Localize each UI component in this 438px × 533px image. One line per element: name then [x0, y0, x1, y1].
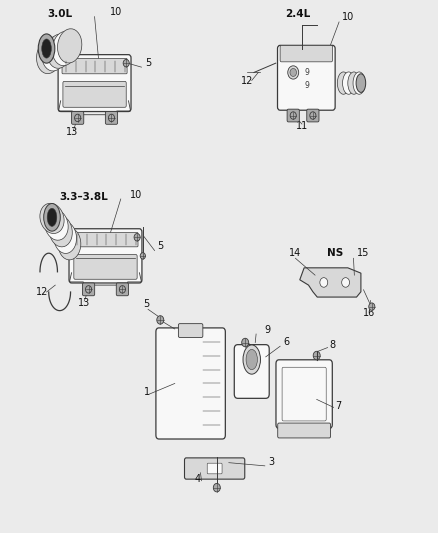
Text: NS: NS — [327, 248, 343, 258]
Ellipse shape — [242, 338, 249, 347]
Text: 9: 9 — [304, 82, 309, 91]
FancyBboxPatch shape — [71, 111, 84, 124]
Ellipse shape — [290, 112, 296, 119]
Text: 8: 8 — [330, 340, 336, 350]
Ellipse shape — [44, 204, 60, 231]
Ellipse shape — [243, 345, 261, 374]
Ellipse shape — [58, 228, 81, 260]
Text: 12: 12 — [36, 287, 48, 297]
Text: 7: 7 — [336, 401, 342, 411]
FancyBboxPatch shape — [116, 283, 128, 296]
FancyBboxPatch shape — [207, 463, 222, 474]
Ellipse shape — [246, 350, 258, 369]
Polygon shape — [300, 268, 361, 297]
FancyBboxPatch shape — [278, 423, 331, 438]
Ellipse shape — [343, 72, 355, 94]
Text: 13: 13 — [78, 298, 90, 309]
Ellipse shape — [140, 253, 145, 259]
Text: 3.3–3.8L: 3.3–3.8L — [59, 192, 108, 202]
Ellipse shape — [313, 351, 320, 360]
FancyBboxPatch shape — [82, 283, 95, 296]
FancyBboxPatch shape — [63, 82, 126, 107]
FancyBboxPatch shape — [58, 55, 131, 111]
Ellipse shape — [109, 114, 115, 122]
Ellipse shape — [40, 203, 64, 233]
FancyBboxPatch shape — [156, 328, 225, 439]
Ellipse shape — [47, 208, 57, 227]
FancyBboxPatch shape — [73, 232, 138, 247]
Ellipse shape — [134, 233, 140, 241]
FancyBboxPatch shape — [280, 45, 332, 62]
Ellipse shape — [49, 215, 72, 247]
FancyBboxPatch shape — [234, 345, 269, 398]
Ellipse shape — [57, 29, 82, 63]
Ellipse shape — [54, 222, 77, 253]
Ellipse shape — [290, 68, 297, 76]
Text: 15: 15 — [357, 248, 369, 258]
FancyBboxPatch shape — [307, 109, 319, 122]
FancyBboxPatch shape — [278, 45, 335, 110]
Text: 9: 9 — [304, 68, 309, 77]
Ellipse shape — [288, 66, 299, 79]
Ellipse shape — [36, 39, 61, 74]
Ellipse shape — [353, 72, 365, 94]
Ellipse shape — [337, 72, 350, 94]
Text: 2.4L: 2.4L — [285, 9, 310, 19]
Text: 5: 5 — [145, 58, 151, 68]
Text: 1: 1 — [144, 387, 150, 397]
Ellipse shape — [42, 39, 51, 58]
Ellipse shape — [369, 303, 375, 310]
Ellipse shape — [348, 72, 360, 94]
Ellipse shape — [213, 483, 220, 492]
FancyBboxPatch shape — [69, 229, 142, 283]
Text: 10: 10 — [130, 190, 142, 200]
Ellipse shape — [45, 209, 68, 240]
Ellipse shape — [42, 37, 66, 71]
Ellipse shape — [85, 286, 92, 293]
Ellipse shape — [38, 34, 55, 63]
Text: 5: 5 — [144, 299, 150, 309]
FancyBboxPatch shape — [178, 324, 203, 337]
Text: 4: 4 — [195, 474, 201, 484]
FancyBboxPatch shape — [74, 255, 137, 279]
Ellipse shape — [119, 286, 125, 293]
Ellipse shape — [342, 278, 350, 287]
Text: 9: 9 — [264, 325, 270, 335]
Text: 3: 3 — [268, 457, 274, 467]
Text: 10: 10 — [110, 7, 122, 17]
Ellipse shape — [123, 60, 129, 67]
Text: 14: 14 — [289, 248, 301, 258]
Ellipse shape — [47, 34, 71, 68]
FancyBboxPatch shape — [184, 458, 245, 479]
FancyBboxPatch shape — [106, 111, 117, 124]
FancyBboxPatch shape — [62, 59, 127, 74]
Text: 12: 12 — [241, 76, 254, 86]
Ellipse shape — [310, 112, 316, 119]
FancyBboxPatch shape — [287, 109, 299, 122]
Text: 11: 11 — [296, 122, 308, 131]
Text: 6: 6 — [283, 337, 290, 347]
Text: 13: 13 — [66, 127, 78, 137]
FancyBboxPatch shape — [276, 360, 332, 429]
Ellipse shape — [356, 74, 366, 92]
Ellipse shape — [74, 114, 81, 122]
Text: 10: 10 — [342, 12, 354, 22]
Text: 16: 16 — [363, 308, 375, 318]
Ellipse shape — [320, 278, 328, 287]
Text: 5: 5 — [158, 241, 164, 252]
Ellipse shape — [157, 316, 164, 324]
Text: 3.0L: 3.0L — [47, 9, 72, 19]
Ellipse shape — [52, 31, 77, 66]
